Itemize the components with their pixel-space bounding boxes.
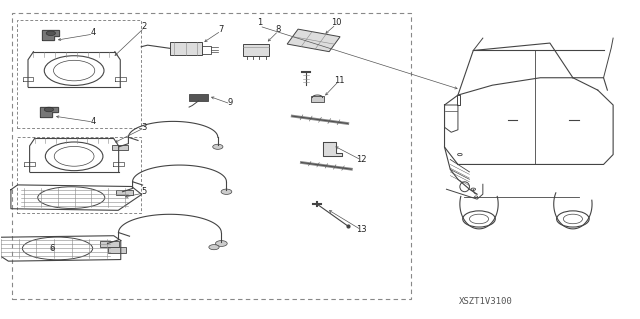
Polygon shape — [40, 107, 58, 117]
Polygon shape — [323, 142, 342, 156]
Text: 13: 13 — [356, 225, 367, 234]
Text: XSZT1V3100: XSZT1V3100 — [459, 297, 513, 306]
Text: 12: 12 — [356, 155, 367, 164]
Text: 1: 1 — [257, 19, 262, 27]
Text: 5: 5 — [141, 187, 147, 196]
Polygon shape — [42, 30, 60, 41]
Bar — [287, 29, 340, 52]
Bar — [12, 13, 412, 299]
Bar — [100, 241, 118, 247]
Bar — [189, 94, 208, 101]
Circle shape — [221, 189, 232, 194]
Bar — [243, 44, 269, 56]
Text: 6: 6 — [49, 244, 54, 253]
Bar — [113, 145, 129, 150]
Text: 4: 4 — [91, 117, 96, 126]
Text: 8: 8 — [276, 25, 281, 34]
Circle shape — [44, 107, 54, 112]
Circle shape — [209, 245, 219, 250]
Bar — [116, 190, 132, 195]
Circle shape — [46, 31, 56, 35]
Circle shape — [216, 241, 227, 247]
Text: 3: 3 — [141, 123, 147, 132]
Circle shape — [212, 144, 223, 149]
Bar — [17, 137, 141, 213]
Bar — [170, 42, 202, 55]
Bar — [17, 20, 141, 128]
Bar — [108, 247, 126, 253]
Text: 7: 7 — [218, 25, 224, 34]
Text: 11: 11 — [334, 76, 344, 85]
Bar — [311, 96, 324, 102]
Text: 9: 9 — [228, 98, 233, 107]
Text: 2: 2 — [141, 22, 147, 31]
Text: 10: 10 — [331, 19, 341, 27]
Text: 4: 4 — [91, 28, 96, 37]
